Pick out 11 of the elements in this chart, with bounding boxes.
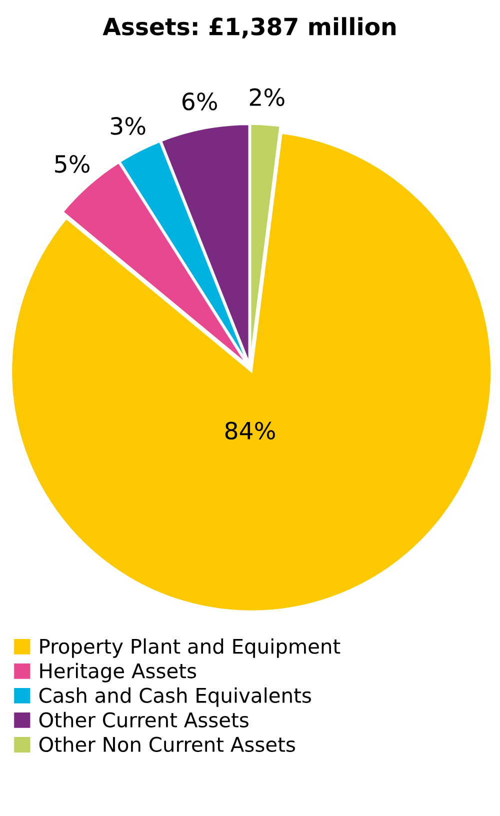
legend-label: Other Non Current Assets	[39, 736, 295, 752]
data-label: 84%	[225, 422, 275, 440]
data-label: 3%	[110, 117, 146, 135]
legend-label: Other Current Assets	[39, 712, 248, 728]
legend-label: Property Plant and Equipment	[40, 638, 340, 658]
legend-label: Heritage Assets	[40, 662, 196, 682]
data-label: 6%	[182, 92, 217, 110]
data-label: 2%	[250, 88, 284, 106]
legend-label: Cash and Cash Equivalents	[39, 687, 311, 707]
chart-title: Assets: £1,387 million	[102, 17, 396, 38]
data-label: 5%	[55, 154, 90, 173]
